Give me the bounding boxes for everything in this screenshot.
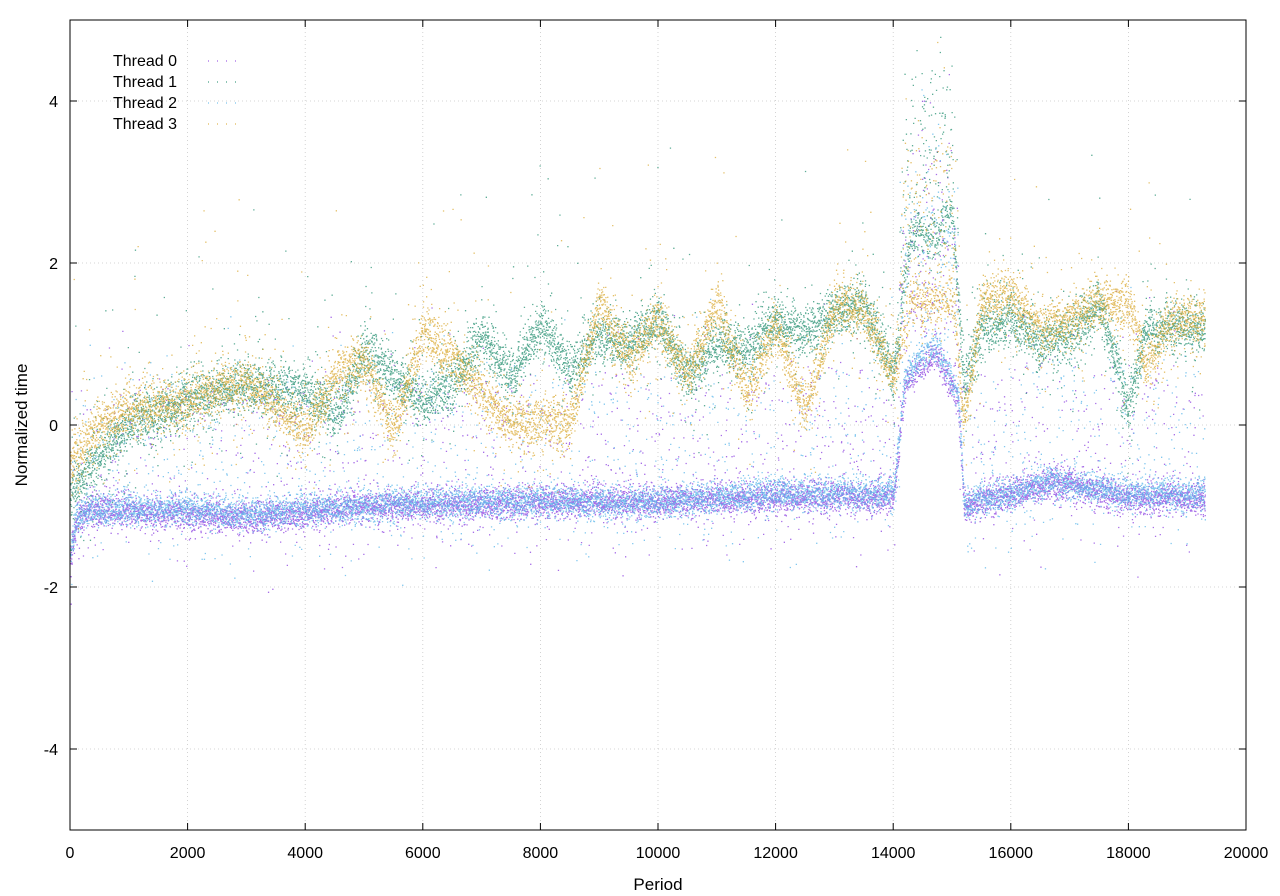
x-tick-label: 10000: [636, 845, 681, 862]
legend-entry-label: Thread 3: [113, 116, 177, 133]
data-points: [70, 36, 1206, 605]
x-tick-label: 4000: [287, 845, 323, 862]
y-tick-label: 2: [49, 256, 58, 273]
x-tick-label: 8000: [523, 845, 559, 862]
y-tick-label: 4: [49, 94, 58, 111]
x-tick-label: 0: [66, 845, 75, 862]
series-points: [70, 36, 1206, 551]
x-tick-label: 14000: [871, 845, 916, 862]
x-axis-label: Period: [633, 875, 682, 894]
legend-entry-label: Thread 1: [113, 74, 177, 91]
legend-entry-label: Thread 2: [113, 95, 177, 112]
axis-tick-labels: 0 2000 4000 6000 8000 10000 12000 14000 16000 180…: [44, 94, 1269, 862]
x-tick-label: 2000: [170, 845, 206, 862]
grid: [70, 20, 1246, 830]
y-tick-label: -4: [44, 742, 58, 759]
x-tick-label: 16000: [989, 845, 1034, 862]
y-tick-label: 0: [49, 418, 58, 435]
x-tick-label: 6000: [405, 845, 441, 862]
series-points: [70, 89, 1206, 586]
x-tick-label: 20000: [1224, 845, 1269, 862]
y-tick-label: -2: [44, 580, 58, 597]
series-points: [70, 41, 1206, 530]
legend: Thread 0 Thread 1 Thread 2 Thread 3: [113, 53, 238, 133]
axis-ticks: [69, 20, 1247, 830]
x-tick-label: 12000: [753, 845, 798, 862]
legend-entry-label: Thread 0: [113, 53, 177, 70]
y-axis-label: Normalized time: [12, 364, 31, 487]
x-tick-label: 18000: [1106, 845, 1151, 862]
